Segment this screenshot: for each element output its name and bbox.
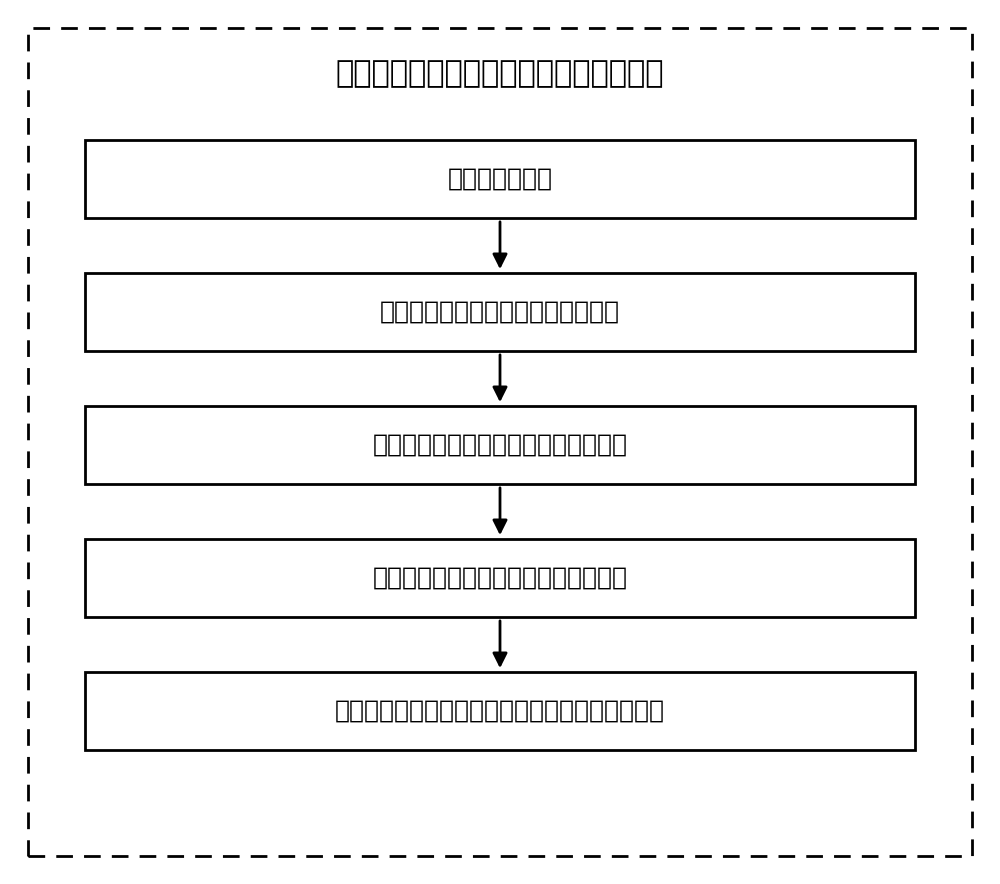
Bar [85, 273, 915, 351]
Text: 从心包序列中心层切片粗略定位心包区域: 从心包序列中心层切片粗略定位心包区域 [336, 59, 664, 88]
Bar [85, 672, 915, 750]
Bar [85, 140, 915, 218]
Text: 确定心包中心层切片的近似圆心和半径: 确定心包中心层切片的近似圆心和半径 [372, 433, 628, 457]
Bar [85, 406, 915, 484]
Bar [85, 539, 915, 617]
Text: 去除整个序列切片肺组织及骨组织干扰: 去除整个序列切片肺组织及骨组织干扰 [372, 566, 628, 590]
Text: 动态确定多阈值: 动态确定多阈值 [448, 167, 552, 191]
Text: 通过中心层近似圆心和半径粗略分割整个心包序列: 通过中心层近似圆心和半径粗略分割整个心包序列 [335, 699, 665, 723]
Text: 去除肺组织干扰，保留一个连通区域: 去除肺组织干扰，保留一个连通区域 [380, 300, 620, 324]
